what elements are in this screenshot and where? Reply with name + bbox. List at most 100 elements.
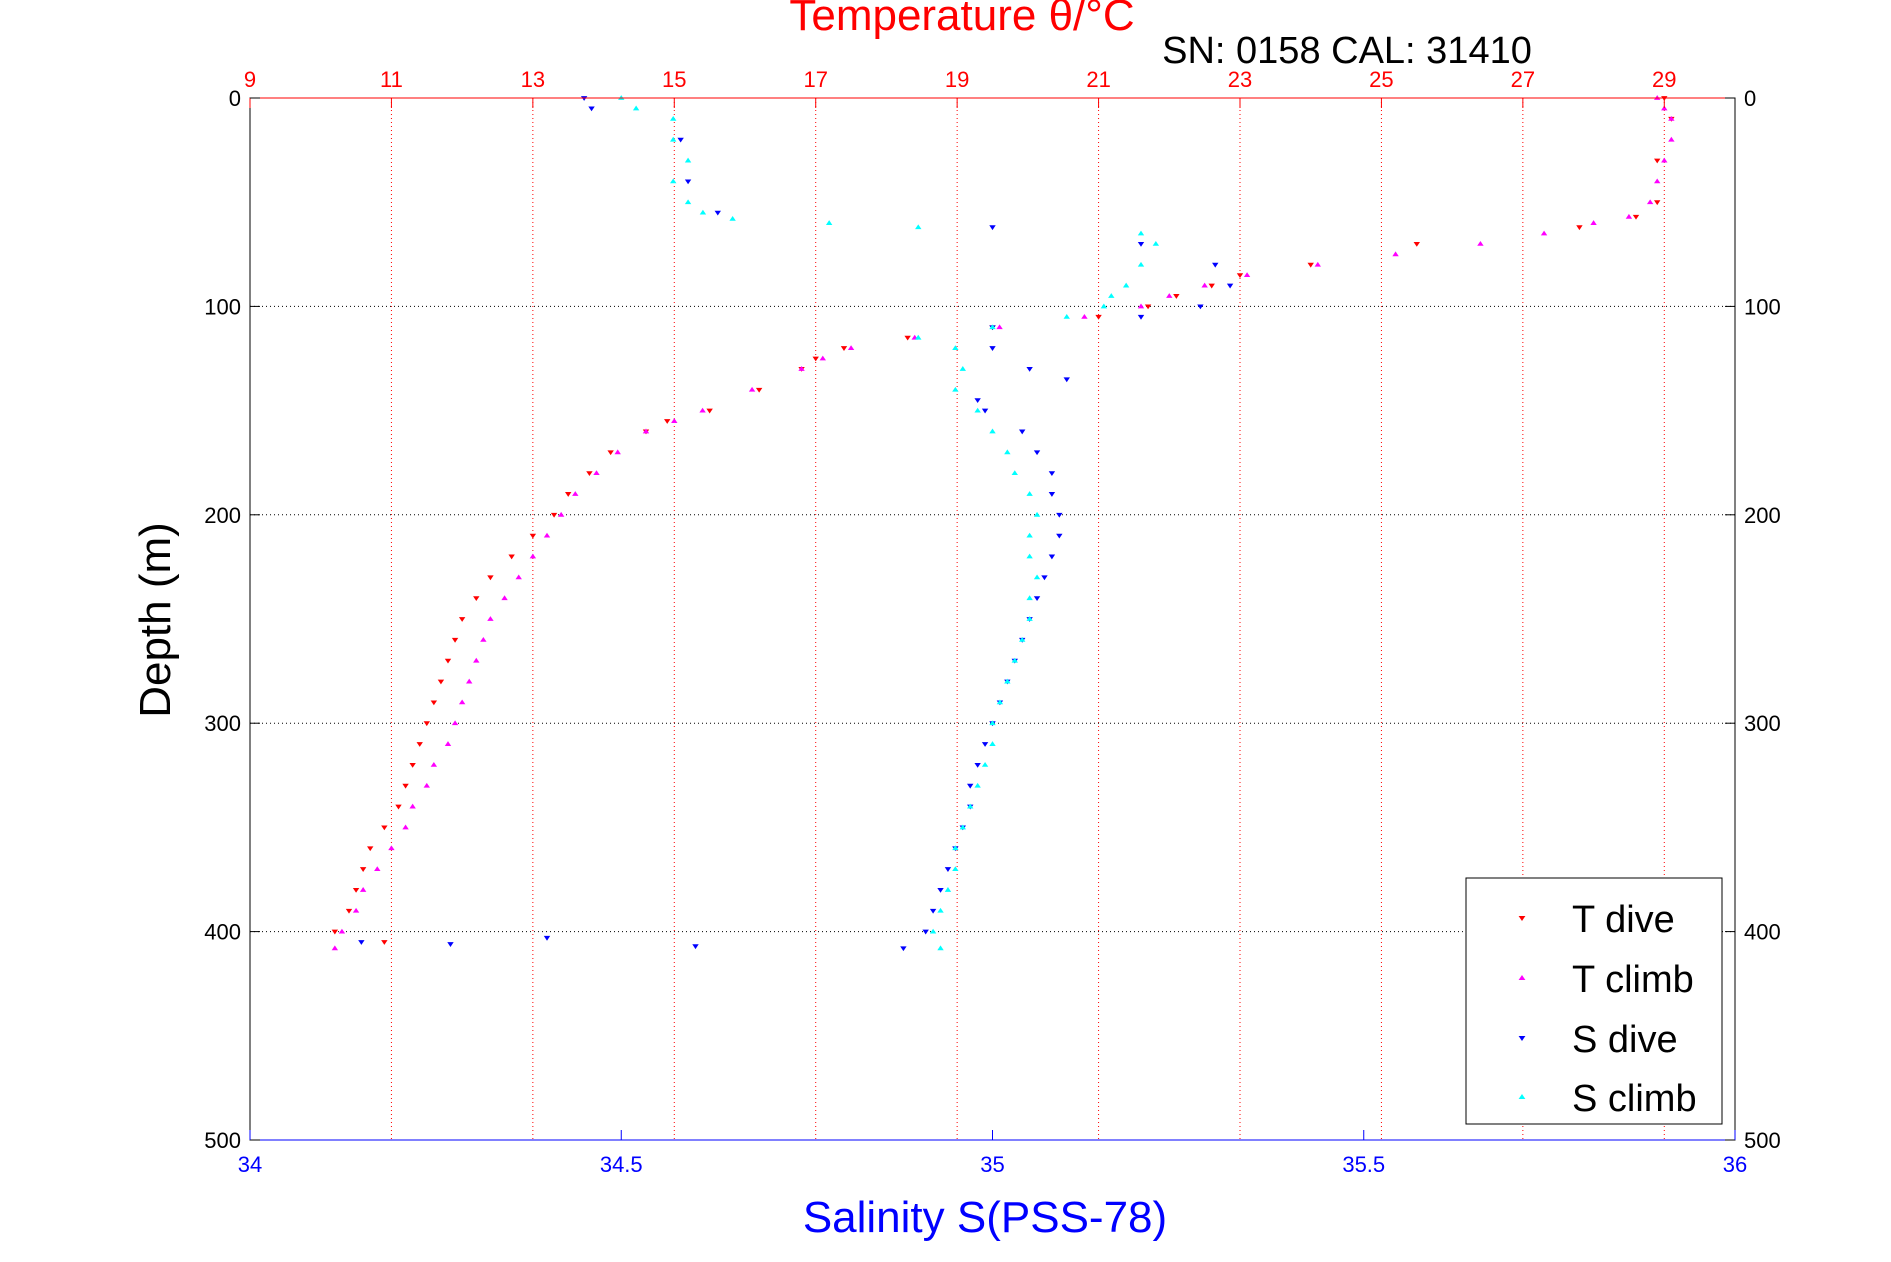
point-t-climb <box>1392 251 1399 257</box>
point-s-climb <box>974 407 981 413</box>
point-s-dive <box>974 762 981 768</box>
point-t-climb <box>699 407 706 413</box>
legend-label-t-dive: T dive <box>1572 899 1675 941</box>
point-s-climb <box>670 136 677 142</box>
depth-tick-label: 200 <box>204 503 241 528</box>
legend-marker-t-climb <box>1518 974 1526 981</box>
temperature-tick-label: 17 <box>803 67 827 92</box>
point-s-climb <box>1122 282 1130 288</box>
point-s-dive <box>1048 554 1056 560</box>
point-s-dive <box>1137 241 1145 247</box>
point-t-climb <box>458 699 466 705</box>
point-t-dive <box>402 783 409 789</box>
point-t-climb <box>642 428 650 434</box>
point-t-dive <box>359 867 367 872</box>
point-t-dive <box>1413 241 1420 247</box>
point-s-dive <box>684 179 692 185</box>
point-s-climb <box>632 105 640 111</box>
point-s-climb <box>952 845 959 851</box>
point-t-climb <box>1625 213 1633 219</box>
point-t-dive <box>451 637 459 643</box>
point-s-climb <box>952 345 959 350</box>
point-t-dive <box>586 471 593 476</box>
point-t-climb <box>1590 220 1597 225</box>
point-s-dive <box>1212 262 1219 268</box>
point-t-climb <box>409 803 416 809</box>
point-s-climb <box>1063 313 1070 319</box>
legend-box <box>1465 877 1723 1125</box>
point-t-climb <box>748 386 756 392</box>
legend-marker-s-dive <box>1518 1035 1526 1042</box>
point-s-climb <box>1033 574 1041 580</box>
salinity-tick-label: 34.5 <box>600 1152 643 1177</box>
point-s-climb <box>1026 553 1033 559</box>
point-t-climb <box>359 887 367 892</box>
point-s-dive <box>1197 304 1204 310</box>
point-t-dive <box>367 846 374 852</box>
point-s-climb <box>944 887 952 892</box>
point-s-dive <box>543 935 551 941</box>
point-s-climb <box>1011 657 1018 663</box>
point-t-climb <box>402 824 409 830</box>
point-t-dive <box>1236 273 1244 279</box>
point-t-climb <box>671 418 678 423</box>
point-t-climb <box>451 720 459 726</box>
salinity-tick-label: 35 <box>980 1152 1004 1177</box>
point-s-dive <box>358 940 365 945</box>
depth-tick-label-right: 100 <box>1744 294 1781 319</box>
point-t-climb <box>1201 282 1208 288</box>
temperature-tick-label: 27 <box>1511 67 1535 92</box>
point-t-dive <box>529 533 537 539</box>
point-t-climb <box>996 324 1003 330</box>
point-t-dive <box>1208 283 1215 289</box>
point-t-climb <box>444 741 452 746</box>
point-t-climb <box>1314 261 1321 267</box>
legend-marker-t-dive <box>1518 915 1526 922</box>
point-s-climb <box>989 428 996 434</box>
depth-tick-label-right: 0 <box>1744 86 1756 111</box>
temperature-tick-label: 21 <box>1086 67 1110 92</box>
point-t-dive <box>395 804 402 810</box>
point-s-climb <box>670 115 677 121</box>
point-t-dive <box>331 929 339 935</box>
point-t-dive <box>840 346 848 351</box>
point-s-climb <box>1026 532 1033 538</box>
temperature-axis-title: Temperature θ/°C <box>789 0 1134 40</box>
point-s-dive <box>989 225 996 231</box>
salinity-tick-label: 36 <box>1723 1152 1747 1177</box>
point-s-climb <box>1026 491 1033 496</box>
point-s-climb <box>1011 470 1018 476</box>
point-t-climb <box>480 636 487 642</box>
point-t-climb <box>423 782 430 788</box>
depth-tick-label-right: 300 <box>1744 711 1781 736</box>
point-t-climb <box>572 491 579 496</box>
point-s-dive <box>937 888 944 893</box>
point-s-climb <box>915 334 922 340</box>
point-t-climb <box>1137 303 1145 309</box>
temperature-tick-label: 23 <box>1228 67 1252 92</box>
point-s-climb <box>684 199 692 205</box>
point-t-dive <box>437 679 445 685</box>
point-t-climb <box>374 866 381 871</box>
point-s-climb <box>1004 678 1011 684</box>
point-t-climb <box>1661 157 1668 163</box>
point-s-dive <box>922 929 929 935</box>
point-s-climb <box>937 907 944 913</box>
point-s-dive <box>692 944 699 950</box>
point-t-climb <box>543 532 551 538</box>
point-t-climb <box>1243 272 1251 278</box>
legend-marker-s-climb <box>1518 1093 1526 1100</box>
point-s-climb <box>929 928 937 934</box>
point-s-climb <box>915 224 922 230</box>
depth-tick-label: 500 <box>204 1128 241 1153</box>
point-t-dive <box>409 762 416 768</box>
point-t-climb <box>1668 136 1675 142</box>
temperature-tick-label: 29 <box>1652 67 1676 92</box>
depth-tick-label: 300 <box>204 711 241 736</box>
point-s-climb <box>699 209 707 215</box>
point-t-dive <box>458 617 466 622</box>
point-t-climb <box>1081 313 1088 319</box>
point-t-dive <box>1654 158 1661 164</box>
point-s-climb <box>967 803 974 809</box>
